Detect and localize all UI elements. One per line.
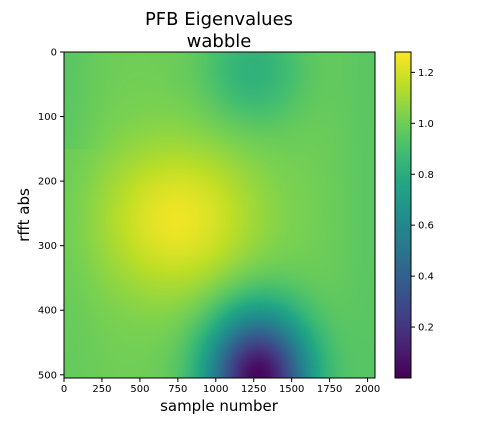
y-axis-label: rfft abs: [15, 188, 33, 242]
y-tick-label: 500: [38, 370, 57, 381]
colorbar-gradient: [395, 52, 411, 378]
x-tick-label: 1000: [203, 384, 228, 395]
heatmap-axes: 0 250 500 750 1000 1250 1500 1750 2000 0 100 200 30…: [38, 48, 380, 396]
colorbar: 0.2 0.4 0.6 0.8 1.0 1.2: [394, 51, 434, 379]
x-tick-label: 1750: [317, 384, 342, 395]
heatmap-image: [64, 52, 375, 378]
y-tick-label: 300: [38, 241, 57, 252]
colorbar-tick-label: 0.2: [418, 323, 434, 334]
x-tick-label: 500: [130, 384, 149, 395]
colorbar-tick-label: 0.6: [418, 221, 434, 232]
chart-subtitle: wabble: [187, 31, 252, 52]
colorbar-tick-label: 1.2: [418, 68, 434, 79]
x-axis-ticks: 0 250 500 750 1000 1250 1500 1750 2000: [61, 378, 380, 395]
colorbar-tick-label: 0.8: [418, 170, 434, 181]
y-tick-label: 100: [38, 112, 57, 123]
y-tick-label: 400: [38, 306, 57, 317]
x-tick-label: 2000: [355, 384, 380, 395]
y-axis-ticks: 0 100 200 300 400 500: [38, 48, 64, 381]
x-tick-label: 0: [61, 384, 67, 395]
x-tick-label: 250: [92, 384, 111, 395]
colorbar-tick-label: 1.0: [418, 119, 434, 130]
colorbar-ticks: 0.2 0.4 0.6 0.8 1.0 1.2: [411, 68, 434, 334]
colorbar-tick-label: 0.4: [418, 272, 434, 283]
chart-title: PFB Eigenvalues: [145, 9, 293, 30]
y-tick-label: 0: [51, 48, 57, 59]
x-tick-label: 1500: [279, 384, 304, 395]
x-tick-label: 1250: [241, 384, 266, 395]
y-tick-label: 200: [38, 177, 57, 188]
x-tick-label: 750: [168, 384, 187, 395]
heatmap-frame: [63, 51, 376, 379]
colorbar-frame: [394, 51, 412, 379]
x-axis-label: sample number: [160, 397, 279, 415]
